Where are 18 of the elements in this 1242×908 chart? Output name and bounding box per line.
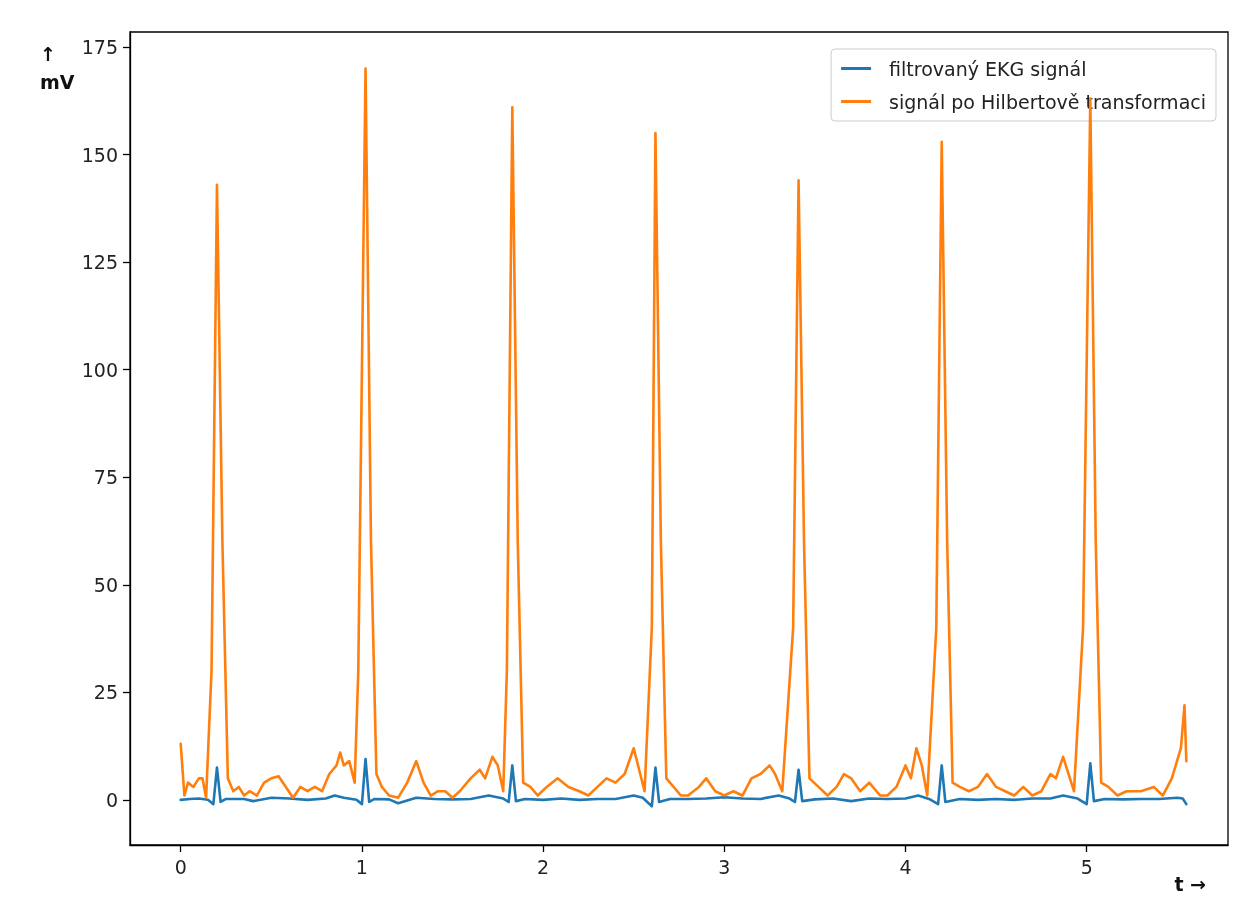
y-tick-label: 175 xyxy=(81,36,118,59)
x-tick-label: 3 xyxy=(718,855,731,878)
y-tick-label: 100 xyxy=(81,358,118,381)
x-tick-label: 2 xyxy=(537,855,550,878)
x-tick-label: 5 xyxy=(1080,855,1093,878)
legend-label: filtrovaný EKG signál xyxy=(889,57,1087,80)
y-tick-label: 25 xyxy=(93,681,118,704)
y-tick-label: 50 xyxy=(93,573,118,596)
y-tick-label: 125 xyxy=(81,251,118,274)
y-tick-label: 0 xyxy=(105,788,118,811)
y-axis-title: ↑ mV xyxy=(40,43,75,93)
x-axis-title: t → xyxy=(1174,872,1207,895)
line-series xyxy=(179,757,1188,808)
y-tick-label: 75 xyxy=(93,466,118,489)
x-tick-label: 1 xyxy=(355,855,368,878)
x-tick-label: 0 xyxy=(174,855,187,878)
x-tick-label: 4 xyxy=(899,855,912,878)
y-tick-label: 150 xyxy=(81,143,118,166)
